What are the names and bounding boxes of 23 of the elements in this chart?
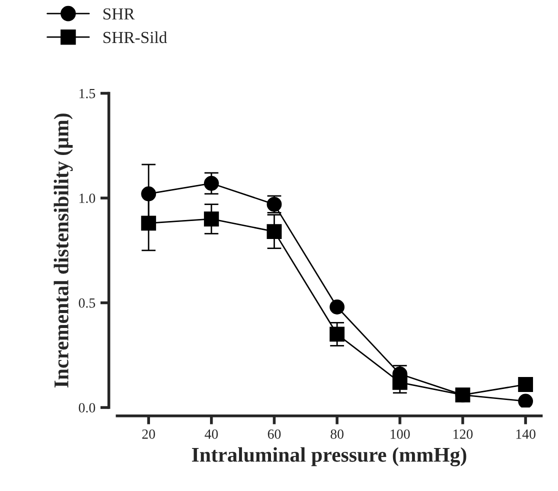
x-tick-label: 60	[268, 429, 281, 439]
point	[330, 300, 345, 314]
x-tick-label: 40	[204, 429, 218, 439]
point	[330, 326, 345, 342]
y-tick-label: 1.0	[80, 194, 96, 204]
legend-label: SHR-Sild	[103, 31, 167, 44]
y-tick-label: 0.0	[78, 403, 96, 413]
legend-label: SHR	[103, 8, 135, 20]
x-tick-label: 80	[330, 429, 344, 439]
x-tick-label: 20	[142, 429, 156, 439]
point	[392, 374, 408, 390]
x-tick-label: 120	[454, 429, 473, 439]
y-axis-title: Incremental distensibility (µm)	[54, 114, 73, 388]
point	[141, 216, 156, 231]
x-axis-title: Intraluminal pressure (mmHg)	[192, 447, 466, 466]
point	[204, 212, 219, 226]
x-tick-label: 100	[390, 429, 410, 439]
point	[455, 387, 470, 402]
y-tick-label: 1.5	[80, 88, 96, 98]
point	[518, 394, 534, 408]
y-tick-label: 0.5	[78, 298, 96, 308]
x-tick-label: 140	[516, 429, 536, 439]
point	[518, 377, 534, 392]
